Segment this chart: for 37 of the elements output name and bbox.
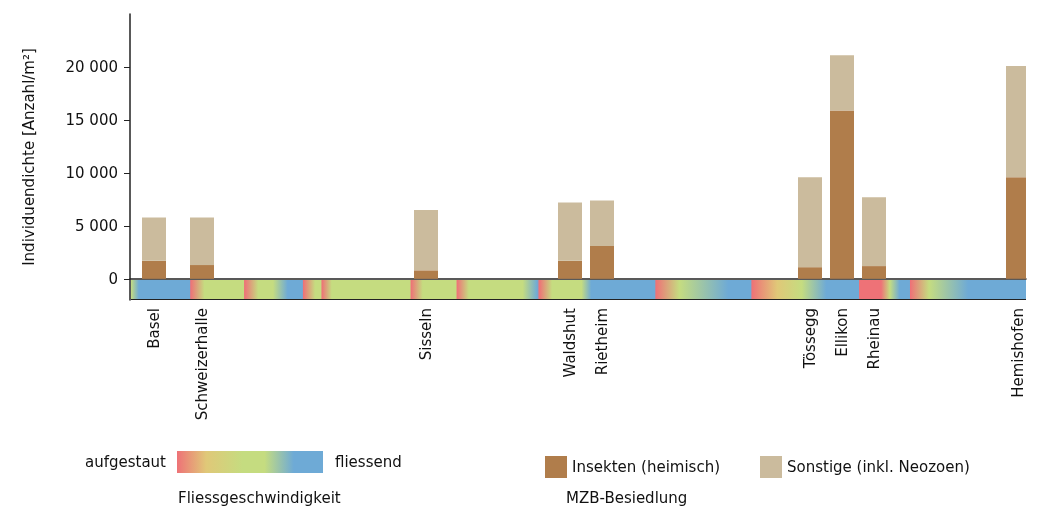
bar — [414, 270, 438, 279]
y-tick-label: 20 000 — [65, 57, 118, 76]
bar — [558, 260, 582, 279]
legend-label: Insekten (heimisch) — [572, 458, 721, 476]
x-tick-label: Basel — [145, 308, 163, 349]
bar — [142, 260, 166, 279]
bar — [830, 55, 854, 111]
bar — [862, 266, 886, 279]
y-axis-title: Individuendichte [Anzahl/m²] — [19, 48, 38, 266]
bar — [862, 197, 886, 267]
bar — [830, 110, 854, 279]
y-tick-label: 10 000 — [65, 163, 118, 182]
text: Fliessgeschwindigkeit — [178, 489, 341, 507]
y-tick-label: 5 000 — [75, 216, 118, 235]
bar — [590, 245, 614, 279]
x-tick-label: Tössegg — [801, 308, 819, 370]
bar — [798, 177, 822, 268]
y-tick-label: 0 — [108, 269, 118, 288]
bar — [190, 217, 214, 266]
x-tick-label: Hemishofen — [1009, 308, 1027, 398]
text: aufgestaut — [85, 453, 167, 471]
bar — [590, 200, 614, 246]
text: MZB-Besiedlung — [566, 489, 688, 507]
x-tick-label: Waldshut — [561, 307, 579, 378]
x-tick-label: Ellikon — [833, 308, 851, 357]
bar — [142, 217, 166, 261]
x-tick-label: Schweizerhalle — [193, 308, 211, 421]
bar — [190, 265, 214, 279]
bar — [414, 209, 438, 271]
x-tick-label: Sisseln — [417, 308, 435, 361]
y-tick-label: 15 000 — [65, 110, 118, 129]
x-tick-label: Rietheim — [593, 308, 611, 376]
bar — [798, 267, 822, 279]
bar — [558, 202, 582, 261]
text: fliessend — [335, 453, 402, 471]
x-tick-label: Rheinau — [865, 308, 883, 370]
legend-label: Sonstige (inkl. Neozoen) — [787, 458, 970, 476]
